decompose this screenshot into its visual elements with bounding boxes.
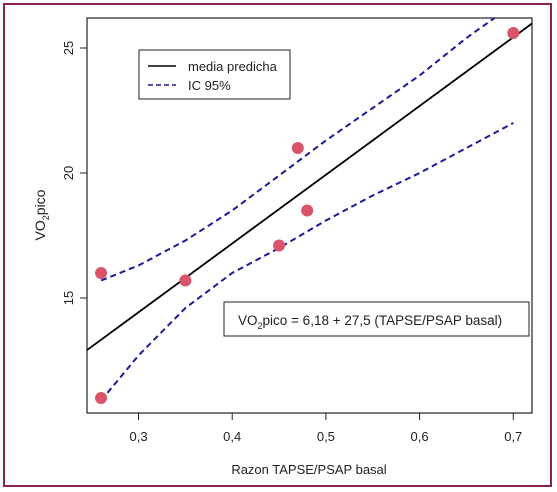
legend-label-ci: IC 95% [188,78,231,93]
ci-lower-line [100,122,514,402]
data-points [95,27,520,404]
ci-upper-line [100,18,496,282]
x-tick-label: 0,4 [223,429,241,444]
y-tick-label: 15 [61,291,76,305]
x-tick-label: 0,6 [411,429,429,444]
plot-area [86,17,533,414]
figure-frame [3,3,552,487]
x-tick-label: 0,7 [504,429,522,444]
data-point [291,142,304,154]
data-point [507,27,520,39]
data-point [179,274,192,287]
legend-box [138,49,291,100]
x-axis-label: Razon TAPSE/PSAP basal [231,462,386,477]
x-tick-label: 0,3 [129,429,147,444]
equation-text: VO2pico = 6,18 + 27,5 (TAPSE/PSAP basal) [238,313,502,331]
equation-box: VO2pico = 6,18 + 27,5 (TAPSE/PSAP basal) [223,301,530,337]
y-tick-label: 20 [61,166,76,180]
legend: media predicha IC 95% [138,49,291,100]
fit-line [87,22,532,351]
y-axis-label: VO2pico [32,189,51,240]
x-axis-ticks: 0,3 0,4 0,5 0,6 0,7 [129,413,522,444]
data-point [95,267,108,279]
y-axis-ticks: 15 20 25 [61,41,87,305]
x-tick-label: 0,5 [317,429,335,444]
data-point [95,392,108,404]
legend-label-fit: media predicha [188,59,278,74]
data-point [301,204,314,217]
data-point [273,239,286,252]
y-tick-label: 25 [61,41,76,55]
